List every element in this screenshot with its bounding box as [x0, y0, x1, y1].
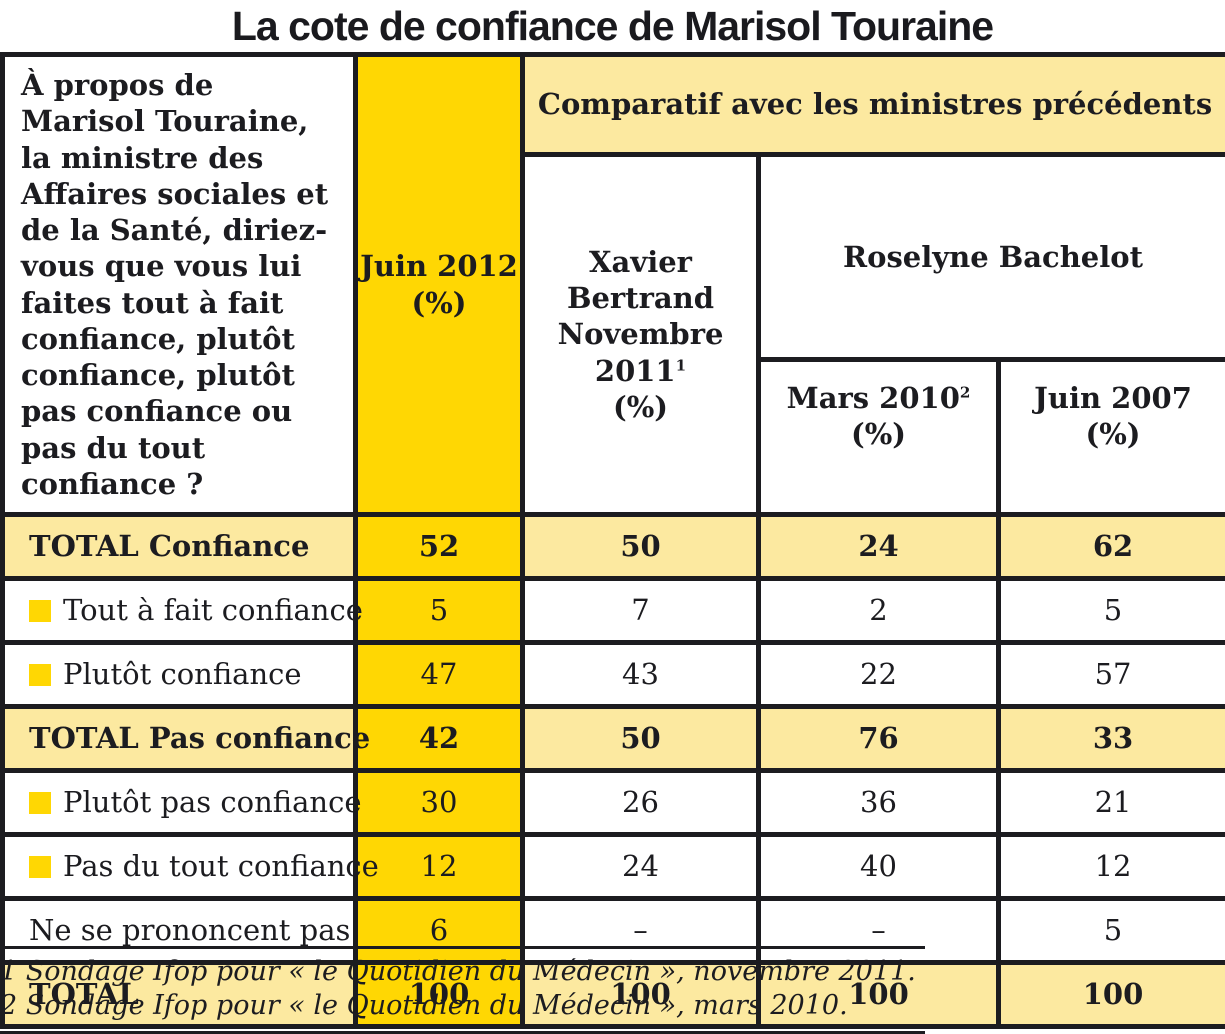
- cell-value: 40: [756, 832, 1001, 901]
- cell-value: 12: [995, 832, 1225, 901]
- survey-question: À propos de Marisol Touraine, la ministr…: [0, 52, 358, 517]
- juin-2012-label: Juin 2012: [360, 249, 518, 284]
- cell-value: 2: [756, 576, 1001, 645]
- cell-value: 6: [353, 896, 525, 965]
- cell-value: 33: [995, 704, 1225, 773]
- footnotes-block: 1 Sondage Ifop pour « le Quotidien du Mé…: [0, 946, 925, 1034]
- yellow-square-icon: [29, 792, 51, 815]
- row-label: Plutôt pas confiance: [0, 768, 362, 837]
- cell-value: –: [756, 896, 1001, 965]
- table-row-ne-se-prononcent-pas: Ne se prononcent pas 6 – – 5: [0, 896, 1225, 965]
- cell-value: 5: [995, 576, 1225, 645]
- cell-value: 36: [756, 768, 1001, 837]
- percent-label: (%): [851, 417, 906, 451]
- row-label: TOTAL Confiance: [0, 512, 358, 581]
- row-label: Tout à fait confiance: [0, 576, 363, 645]
- cell-value: 50: [520, 704, 761, 773]
- yellow-square-icon: [29, 600, 51, 623]
- table-row-pas-du-tout-confiance: Pas du tout confiance 12 24 40 12: [0, 832, 1225, 901]
- row-label-text: Plutôt pas confiance: [63, 785, 362, 820]
- juin-2007-label: Juin 2007: [1034, 380, 1192, 415]
- row-label: TOTAL: [0, 960, 358, 1029]
- page-title: La cote de confiance de Marisol Touraine: [231, 3, 994, 49]
- cell-value: 76: [756, 704, 1001, 773]
- table-row-plutot-confiance: Plutôt confiance 47 43 22 57: [0, 640, 1225, 709]
- percent-label: (%): [411, 285, 467, 320]
- cell-value: 12: [353, 832, 525, 901]
- row-label: Plutôt confiance: [0, 640, 358, 709]
- cell-value: 100: [353, 960, 525, 1029]
- cell-value: 30: [353, 768, 525, 837]
- yellow-square-icon: [29, 664, 51, 687]
- mars-2010-label: Mars 2010: [786, 380, 960, 415]
- row-label: Pas du tout confiance: [0, 832, 379, 901]
- row-label: TOTAL Pas confiance: [0, 704, 370, 773]
- footnote-ref-1: 1: [675, 355, 687, 374]
- yellow-square-icon: [29, 856, 51, 879]
- cell-value: 22: [756, 640, 1001, 709]
- cell-value: 52: [353, 512, 525, 581]
- cell-value: 47: [353, 640, 525, 709]
- confidence-table: À propos de Marisol Touraine, la ministr…: [0, 52, 1225, 1029]
- cell-value: 100: [756, 960, 1001, 1029]
- cell-value: 26: [520, 768, 761, 837]
- cell-value: 62: [995, 512, 1225, 581]
- cell-value: 42: [353, 704, 525, 773]
- cell-value: 100: [520, 960, 761, 1029]
- cell-value: –: [520, 896, 761, 965]
- footnote-ref-2: 2: [959, 383, 971, 402]
- cell-value: 5: [353, 576, 525, 645]
- cell-value: 43: [520, 640, 761, 709]
- row-label-text: Plutôt confiance: [63, 657, 302, 692]
- footnote-1: 1 Sondage Ifop pour « le Quotidien du Mé…: [0, 956, 916, 987]
- cell-value: 7: [520, 576, 761, 645]
- comparatif-header: Comparatif avec les ministres précédents: [519, 52, 1225, 157]
- cell-value: 100: [995, 960, 1225, 1029]
- row-label-text: Pas du tout confiance: [63, 849, 379, 884]
- cell-value: 5: [995, 896, 1225, 965]
- percent-label: (%): [1085, 417, 1141, 451]
- cell-value: 21: [995, 768, 1225, 837]
- cell-value: 50: [520, 512, 761, 581]
- column-header-roselyne-bachelot: Roselyne Bachelot: [755, 152, 1225, 362]
- row-label: Ne se prononcent pas: [0, 896, 358, 965]
- table-row-total-confiance: TOTAL Confiance 52 50 24 62: [0, 512, 1225, 581]
- table-row-plutot-pas-confiance: Plutôt pas confiance 30 26 36 21: [0, 768, 1225, 837]
- column-header-juin-2012: Juin 2012 (%): [353, 52, 525, 517]
- footnote-2: 2 Sondage Ifop pour « le Quotidien du Mé…: [0, 990, 848, 1021]
- table-row-tout-a-fait-confiance: Tout à fait confiance 5 7 2 5: [0, 576, 1225, 645]
- column-header-mars-2010: Mars 20102 (%): [756, 357, 1001, 517]
- cell-value: 57: [995, 640, 1225, 709]
- column-header-xavier-bertrand: Xavier Bertrand Novembre 20111 (%): [520, 152, 761, 517]
- row-label-text: Tout à fait confiance: [63, 593, 363, 628]
- xavier-date: Novembre 2011: [557, 317, 724, 388]
- table-row-total-pas-confiance: TOTAL Pas confiance 42 50 76 33: [0, 704, 1225, 773]
- cell-value: 24: [520, 832, 761, 901]
- cell-value: 24: [756, 512, 1001, 581]
- column-header-juin-2007: Juin 2007 (%): [995, 357, 1225, 517]
- percent-label: (%): [613, 389, 668, 424]
- header-row-ministers: Xavier Bertrand Novembre 20111 (%) Rosel…: [3, 152, 1225, 517]
- header-row-dates: Mars 20102 (%) Juin 2007 (%): [3, 357, 1225, 517]
- table-row-total: TOTAL 100 100 100 100: [0, 960, 1225, 1029]
- header-row-comparatif: À propos de Marisol Touraine, la ministr…: [0, 52, 1225, 517]
- xavier-name: Xavier Bertrand: [566, 244, 715, 316]
